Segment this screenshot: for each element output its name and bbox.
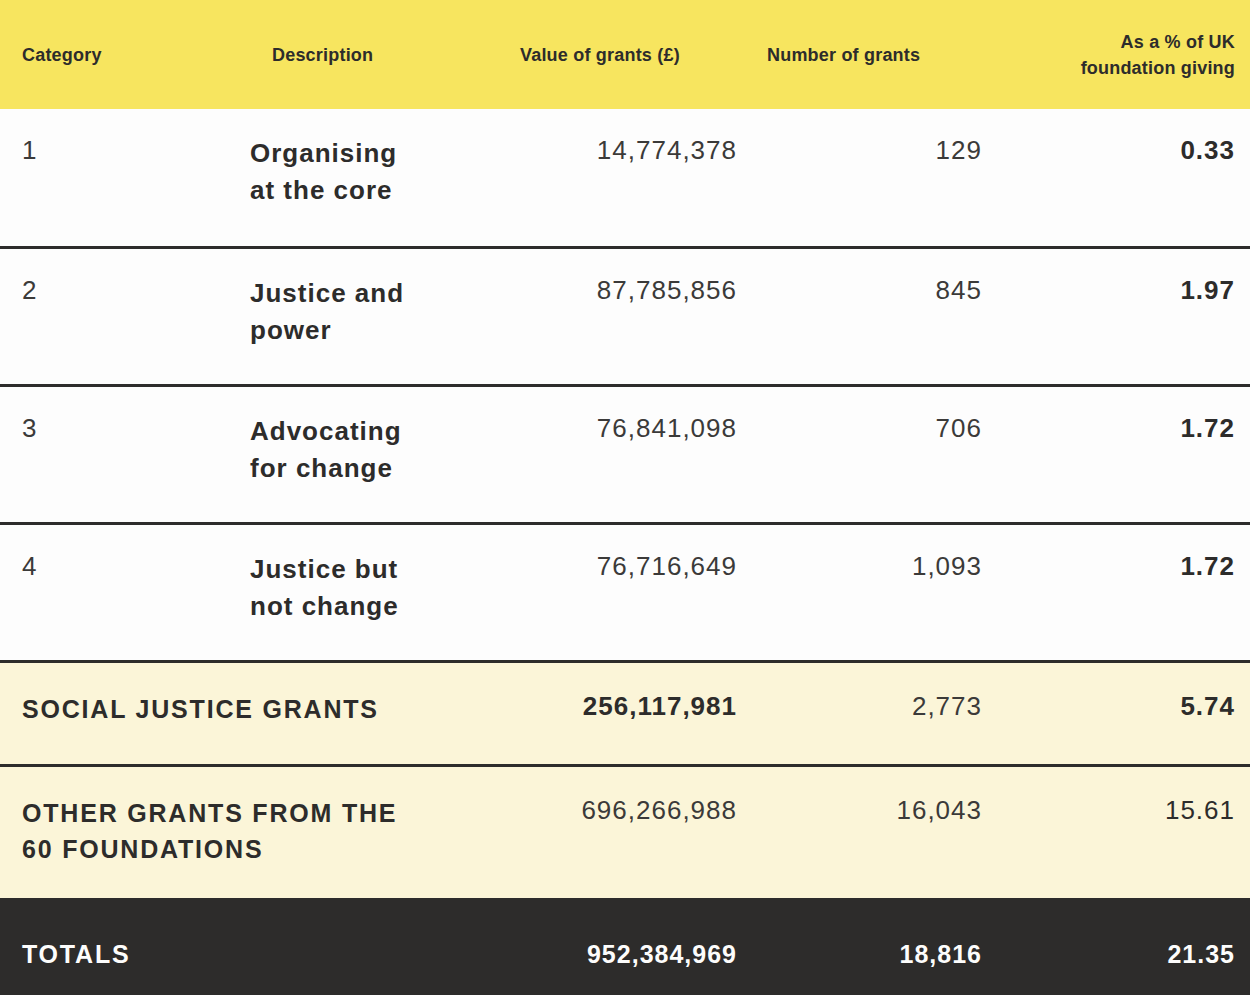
number-cell: 16,043	[745, 765, 995, 899]
totals-label: TOTALS	[0, 899, 500, 995]
description-cell: Organising at the core	[250, 109, 500, 247]
number-cell: 2,773	[745, 661, 995, 765]
value-cell: 87,785,856	[500, 247, 745, 385]
col-header-description: Description	[250, 0, 500, 109]
table-row: 2 Justice and power 87,785,856 845 1.97	[0, 247, 1250, 385]
number-cell: 1,093	[745, 523, 995, 661]
table-row: 1 Organising at the core 14,774,378 129 …	[0, 109, 1250, 247]
number-cell: 129	[745, 109, 995, 247]
value-cell: 14,774,378	[500, 109, 745, 247]
description-cell: Justice and power	[250, 247, 500, 385]
grants-table: Category Description Value of grants (£)…	[0, 0, 1250, 995]
pct-cell: 1.97	[995, 247, 1250, 385]
value-cell: 76,841,098	[500, 385, 745, 523]
col-header-pct: As a % of UK foundation giving	[995, 0, 1250, 109]
table-row: 3 Advocating for change 76,841,098 706 1…	[0, 385, 1250, 523]
social-justice-grants-row: SOCIAL JUSTICE GRANTS 256,117,981 2,773 …	[0, 661, 1250, 765]
description-cell: Justice but not change	[250, 523, 500, 661]
totals-row: TOTALS 952,384,969 18,816 21.35	[0, 899, 1250, 995]
description-cell: Advocating for change	[250, 385, 500, 523]
summary-label: OTHER GRANTS FROM THE 60 FOUNDATIONS	[0, 765, 500, 899]
category-cell: 2	[0, 247, 250, 385]
value-cell: 696,266,988	[500, 765, 745, 899]
category-cell: 3	[0, 385, 250, 523]
category-cell: 4	[0, 523, 250, 661]
value-cell: 256,117,981	[500, 661, 745, 765]
number-cell: 706	[745, 385, 995, 523]
col-header-number: Number of grants	[745, 0, 995, 109]
pct-cell: 15.61	[995, 765, 1250, 899]
category-cell: 1	[0, 109, 250, 247]
other-grants-row: OTHER GRANTS FROM THE 60 FOUNDATIONS 696…	[0, 765, 1250, 899]
table-row: 4 Justice but not change 76,716,649 1,09…	[0, 523, 1250, 661]
number-cell: 845	[745, 247, 995, 385]
summary-label: SOCIAL JUSTICE GRANTS	[0, 661, 500, 765]
number-cell: 18,816	[745, 899, 995, 995]
value-cell: 952,384,969	[500, 899, 745, 995]
value-cell: 76,716,649	[500, 523, 745, 661]
col-header-category: Category	[0, 0, 250, 109]
header-row: Category Description Value of grants (£)…	[0, 0, 1250, 109]
pct-cell: 1.72	[995, 523, 1250, 661]
pct-cell: 21.35	[995, 899, 1250, 995]
pct-cell: 0.33	[995, 109, 1250, 247]
table-header: Category Description Value of grants (£)…	[0, 0, 1250, 109]
pct-cell: 5.74	[995, 661, 1250, 765]
pct-cell: 1.72	[995, 385, 1250, 523]
col-header-value: Value of grants (£)	[500, 0, 745, 109]
